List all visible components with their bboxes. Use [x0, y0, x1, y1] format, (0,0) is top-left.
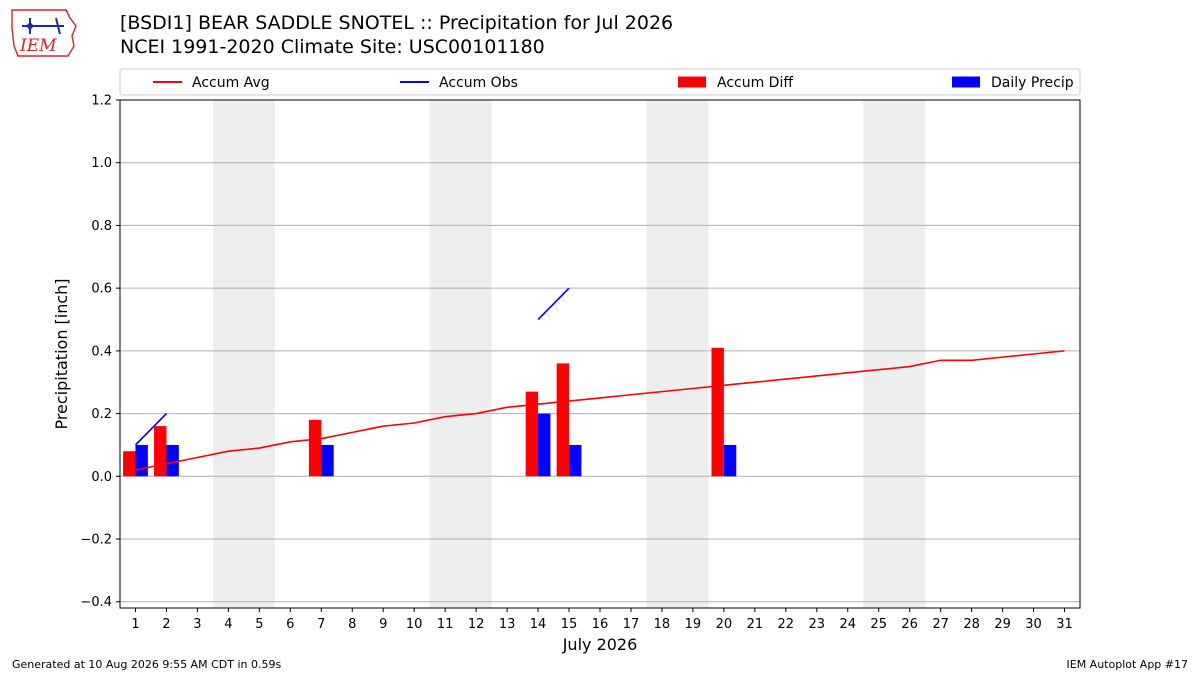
y-tick-label: 0.4: [91, 344, 112, 359]
accum-avg-line: [135, 350, 1065, 471]
x-tick-label: 22: [778, 617, 795, 632]
weekend-band-1: [212, 100, 275, 608]
logo-text: IEM: [19, 36, 57, 56]
x-tick-label: 13: [499, 617, 516, 632]
daily-precip-bar-day-20: [723, 444, 737, 477]
legend-label-4: Daily Precip: [991, 75, 1074, 91]
x-tick-label: 25: [870, 617, 887, 632]
accum-diff-bar-day-2: [154, 426, 167, 477]
x-tick-label: 2: [162, 617, 170, 632]
accum-diff-bar-day-14: [525, 391, 539, 477]
weekend-band-3: [646, 100, 709, 608]
y-tick-label: 0.2: [91, 407, 112, 422]
daily-precip-bars: [135, 413, 737, 477]
weekend-bands: [212, 100, 926, 608]
y-tick-label: −0.2: [80, 533, 112, 548]
legend-label-2: Accum Obs: [439, 75, 518, 91]
x-tick-label: 18: [654, 617, 671, 632]
legend: Accum Avg Accum Obs Accum Diff Daily Precip: [119, 68, 1081, 96]
x-tick-label: 19: [685, 617, 702, 632]
x-tick-label: 11: [437, 617, 454, 632]
x-tick-label: 9: [379, 617, 387, 632]
x-tick-label: 30: [1025, 617, 1042, 632]
x-tick-label: 14: [530, 617, 547, 632]
accum-diff-bar-day-15: [556, 363, 570, 477]
generated-note: Generated at 10 Aug 2026 9:55 AM CDT in …: [12, 658, 282, 671]
y-tick-label: 0.0: [91, 470, 112, 485]
x-tick-label: 28: [963, 617, 980, 632]
y-tick-label: 1.2: [91, 94, 112, 109]
chart-title: [BSDI1] BEAR SADDLE SNOTEL :: Precipitat…: [120, 12, 674, 34]
legend-frame: [119, 68, 1081, 96]
iowa-outline-icon: [11, 9, 77, 57]
x-tick-label: 16: [592, 617, 609, 632]
weekend-band-2: [429, 100, 492, 608]
app-note: IEM Autoplot App #17: [1066, 658, 1189, 671]
x-tick-label: 27: [932, 617, 949, 632]
legend-swatch-4: [952, 76, 980, 88]
chart-subtitle: NCEI 1991-2020 Climate Site: USC00101180: [120, 36, 545, 58]
y-tick-label: 0.8: [91, 219, 112, 234]
daily-precip-bar-day-1: [135, 444, 148, 477]
accum-diff-bar-day-20: [711, 347, 724, 477]
legend-label-3: Accum Diff: [717, 75, 793, 91]
x-tick-label: 10: [406, 617, 423, 632]
x-tick-label: 3: [193, 617, 201, 632]
gridlines: [120, 99, 1080, 603]
y-tick-label: 1.0: [91, 156, 112, 171]
x-tick-label: 6: [286, 617, 294, 632]
daily-precip-bar-day-15: [569, 444, 582, 477]
x-tick-label: 21: [747, 617, 764, 632]
accum-diff-bar-day-1: [123, 451, 136, 477]
y-axis-label: Precipitation [inch]: [52, 278, 71, 429]
x-tick-label: 24: [839, 617, 856, 632]
legend-swatch-3: [678, 76, 706, 88]
x-tick-label: 26: [901, 617, 918, 632]
daily-precip-bar-day-2: [166, 444, 179, 477]
y-tick-label: −0.4: [80, 595, 112, 610]
x-tick-label: 17: [623, 617, 640, 632]
legend-label-1: Accum Avg: [192, 75, 270, 91]
x-axis-ticks: 1 2 3 4 5 6 7 8 9 10 11 12 13 14 15 16 17 18 19 20 21 22 23 24 2…: [131, 608, 1073, 632]
weekend-band-4: [863, 100, 926, 608]
x-tick-label: 15: [561, 617, 578, 632]
series-lines: [134, 287, 1065, 471]
accum-obs-line-segment-2: [537, 287, 570, 321]
x-tick-label: 1: [131, 617, 139, 632]
x-tick-label: 31: [1056, 617, 1073, 632]
x-tick-label: 4: [224, 617, 232, 632]
accum-diff-bar-day-7: [308, 419, 322, 477]
y-tick-label: 0.6: [91, 282, 112, 297]
x-tick-label: 23: [809, 617, 826, 632]
daily-precip-bar-day-7: [321, 444, 334, 477]
x-tick-label: 7: [317, 617, 325, 632]
y-axis-ticks: −0.4 −0.2 0.0 0.2 0.4 0.6 0.8 1.0 1.2: [80, 94, 120, 610]
x-tick-label: 12: [468, 617, 485, 632]
x-tick-label: 29: [994, 617, 1011, 632]
daily-precip-bar-day-14: [538, 413, 551, 477]
x-tick-label: 20: [716, 617, 733, 632]
x-tick-label: 5: [255, 617, 263, 632]
accum-obs-line-segment-1: [134, 413, 168, 446]
x-axis-label: July 2026: [562, 635, 638, 654]
iem-logo: IEM: [11, 9, 77, 57]
x-tick-label: 8: [348, 617, 356, 632]
